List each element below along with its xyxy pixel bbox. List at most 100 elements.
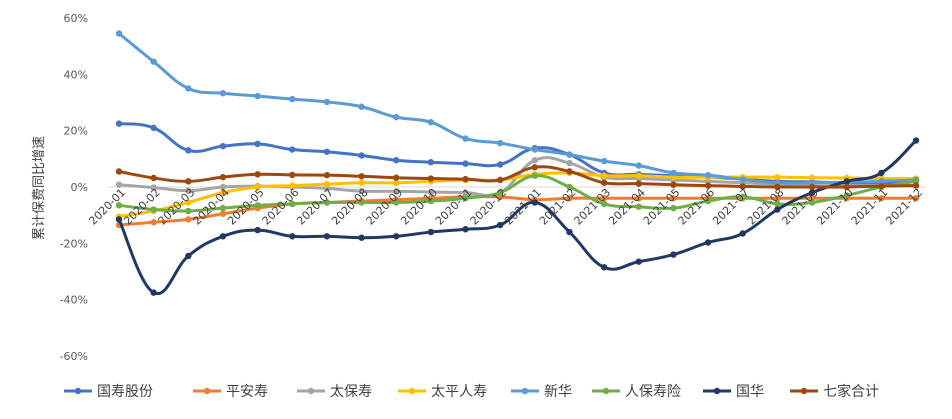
data-point xyxy=(496,221,504,229)
data-point xyxy=(393,233,400,240)
data-point xyxy=(808,174,816,181)
data-point xyxy=(393,174,400,181)
data-point xyxy=(808,189,816,196)
data-point xyxy=(462,175,469,183)
data-point xyxy=(219,173,227,181)
data-point xyxy=(289,200,296,208)
y-tick-label: -60% xyxy=(60,350,88,363)
data-point xyxy=(254,183,261,191)
data-point xyxy=(462,189,469,196)
data-point xyxy=(878,178,885,185)
data-point xyxy=(531,157,539,164)
legend-swatch-marker xyxy=(602,387,610,395)
data-point xyxy=(531,146,539,153)
data-point xyxy=(289,146,296,153)
data-point xyxy=(115,30,123,37)
data-point xyxy=(704,182,712,189)
x-tick-label: 2021-12 xyxy=(883,186,925,228)
series-line xyxy=(117,165,918,189)
data-point xyxy=(878,169,885,177)
data-point xyxy=(670,181,677,188)
legend-item: 平安寿 xyxy=(193,383,268,400)
series-6 xyxy=(115,172,920,215)
data-point xyxy=(289,182,296,189)
legend-swatch-marker xyxy=(800,387,808,395)
data-point xyxy=(254,92,261,100)
data-point xyxy=(185,252,192,260)
data-point xyxy=(670,169,677,177)
data-point xyxy=(323,171,331,179)
series-line xyxy=(117,195,918,227)
x-tick-label: 2021-10 xyxy=(814,186,856,228)
series-line xyxy=(117,31,918,185)
data-point xyxy=(600,179,608,186)
data-point xyxy=(670,195,677,202)
data-point xyxy=(531,172,539,179)
data-point xyxy=(427,188,435,196)
data-point xyxy=(566,151,573,158)
data-point xyxy=(670,251,677,258)
data-point xyxy=(358,188,365,195)
data-point xyxy=(427,119,435,126)
data-point xyxy=(878,195,885,202)
data-point xyxy=(566,195,573,202)
data-point xyxy=(531,199,539,206)
legend-label: 太平人寿 xyxy=(431,383,487,400)
data-point xyxy=(393,188,400,195)
data-point xyxy=(358,152,365,159)
data-point xyxy=(635,258,642,265)
series-line xyxy=(117,171,918,219)
data-point xyxy=(115,202,123,209)
legend-swatch-marker xyxy=(203,387,211,395)
legend-label: 平安寿 xyxy=(226,383,268,400)
data-point xyxy=(185,207,192,215)
legend-item: 国华 xyxy=(703,384,764,400)
y-tick-label: 40% xyxy=(64,68,88,81)
data-point xyxy=(323,148,331,155)
data-point xyxy=(462,226,469,233)
x-tick-label: 2021-07 xyxy=(710,186,752,228)
data-point xyxy=(774,183,781,191)
data-point xyxy=(358,173,365,180)
data-point xyxy=(912,137,920,144)
data-point xyxy=(254,140,261,148)
data-point xyxy=(393,199,400,206)
legend-swatch-marker xyxy=(307,387,315,395)
series-lines xyxy=(115,30,920,296)
data-point xyxy=(219,233,227,240)
data-point xyxy=(185,147,192,154)
data-point xyxy=(496,139,504,147)
data-point xyxy=(496,161,504,168)
data-point xyxy=(323,199,331,206)
data-point xyxy=(774,195,781,202)
data-point xyxy=(704,197,712,205)
data-point xyxy=(323,233,331,240)
data-point xyxy=(150,124,157,132)
legend: 国寿股份 平安寿 太保寿 太平人寿 新华 人保寿险 国华 七家合计 xyxy=(64,383,879,400)
data-point xyxy=(600,172,608,179)
legend-swatch-marker xyxy=(74,387,82,395)
legend-item: 国寿股份 xyxy=(64,383,153,400)
data-point xyxy=(219,142,227,150)
data-point xyxy=(739,183,746,190)
data-point xyxy=(185,178,192,185)
legend-item: 新华 xyxy=(511,384,572,400)
data-point xyxy=(150,206,157,213)
y-tick-label: 60% xyxy=(64,12,88,25)
series-7 xyxy=(115,137,920,296)
data-point xyxy=(566,228,573,236)
data-point xyxy=(358,199,365,206)
data-point xyxy=(774,200,781,208)
x-tick-label: 2021-09 xyxy=(779,186,821,228)
data-point xyxy=(289,171,296,179)
data-point xyxy=(150,219,157,226)
data-point xyxy=(219,210,227,217)
data-point xyxy=(704,171,712,179)
y-tick-label: -40% xyxy=(60,294,88,307)
data-point xyxy=(912,182,920,189)
data-point xyxy=(739,193,746,201)
data-point xyxy=(323,98,331,106)
y-axis-title-group: 累计保费同比增速 xyxy=(32,136,47,240)
data-point xyxy=(219,183,227,191)
data-point xyxy=(635,180,642,187)
